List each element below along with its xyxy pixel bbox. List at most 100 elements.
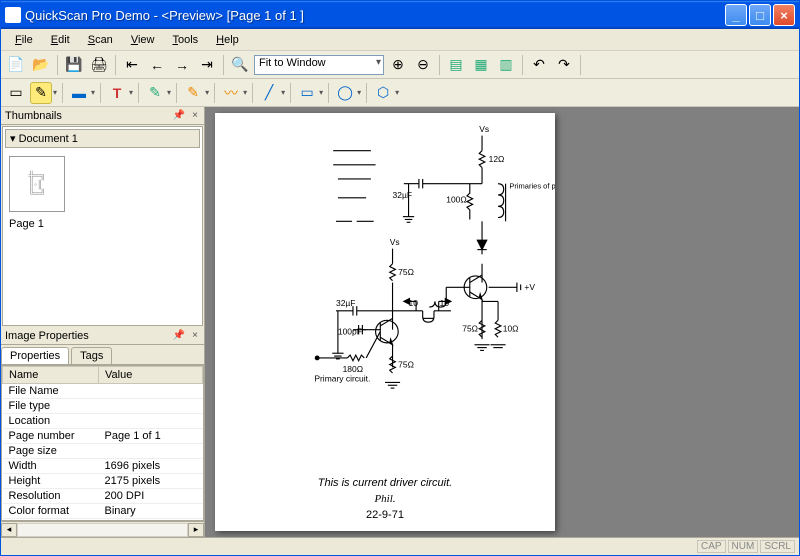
window-title: QuickScan Pro Demo - <Preview> [Page 1 o… — [25, 8, 725, 23]
page-view2-icon[interactable]: ▦ — [470, 54, 492, 76]
pencil-green-icon[interactable]: ✎ — [144, 82, 166, 104]
menu-edit[interactable]: Edit — [43, 32, 78, 48]
svg-text:10Ω: 10Ω — [503, 324, 519, 334]
menu-tools[interactable]: Tools — [164, 32, 206, 48]
app-icon — [5, 7, 21, 23]
zoom-combo[interactable]: Fit to Window — [254, 55, 384, 75]
svg-text:Vs: Vs — [479, 124, 489, 134]
property-row[interactable]: File Name — [3, 384, 203, 399]
svg-text:Primaries of pulse transformer: Primaries of pulse transformers in H.V. … — [509, 181, 555, 190]
scroll-track[interactable] — [17, 523, 188, 537]
freehand-icon[interactable]: 〰 — [220, 82, 242, 104]
page-view-icon[interactable]: ▤ — [445, 54, 467, 76]
separator — [252, 83, 253, 103]
left-panel: Thumbnails 📌 × ▾ Document 1 ╬═╗║◦║╚═╝ Pa… — [1, 107, 205, 537]
document-viewer[interactable]: Vs 12Ω Primaries of pulse transformers i… — [205, 107, 799, 537]
menu-scan[interactable]: Scan — [80, 32, 121, 48]
circuit-diagram: Vs 12Ω Primaries of pulse transformers i… — [215, 113, 555, 471]
separator — [115, 55, 116, 75]
polygon-icon[interactable]: ⬡ — [372, 82, 394, 104]
svg-text:100Ω: 100Ω — [446, 195, 466, 205]
window-buttons: _ □ × — [725, 4, 795, 26]
caption-line: This is current driver circuit. — [215, 477, 555, 489]
svg-text:Vs: Vs — [390, 237, 400, 247]
zoom-tool-icon[interactable]: 🔍 — [229, 54, 251, 76]
property-row[interactable]: File type — [3, 399, 203, 414]
rotate-right-icon[interactable]: ↷ — [553, 54, 575, 76]
forward-icon[interactable]: → — [171, 54, 193, 76]
separator — [290, 83, 291, 103]
separator — [580, 55, 581, 75]
close-button[interactable]: × — [773, 4, 795, 26]
menu-help[interactable]: Help — [208, 32, 247, 48]
properties-pane: Properties Tags Name Value File NameFile… — [1, 345, 204, 537]
svg-text:12Ω: 12Ω — [489, 154, 505, 164]
scroll-left-icon[interactable]: ◂ — [1, 523, 17, 537]
status-cap: CAP — [697, 540, 726, 553]
status-num: NUM — [728, 540, 759, 553]
doc-date: 22-9-71 — [215, 509, 555, 521]
property-row[interactable]: Width1696 pixels — [3, 459, 203, 474]
text-tool-icon[interactable]: T — [106, 82, 128, 104]
properties-grid[interactable]: Name Value File NameFile typeLocationPag… — [1, 365, 204, 521]
print-icon[interactable]: 🖨 — [88, 54, 110, 76]
highlight-icon[interactable]: ▬ — [68, 82, 90, 104]
tab-properties[interactable]: Properties — [1, 347, 69, 364]
new-scan-icon[interactable]: 📄 — [5, 54, 27, 76]
scan-icon[interactable]: 📂 — [30, 54, 52, 76]
col-value[interactable]: Value — [99, 367, 203, 384]
status-scrl: SCRL — [760, 540, 795, 553]
property-row[interactable]: Resolution200 DPI — [3, 489, 203, 504]
property-row[interactable]: Color formatBinary — [3, 504, 203, 519]
page-view3-icon[interactable]: ▥ — [495, 54, 517, 76]
zoom-out-icon[interactable]: ⊖ — [412, 54, 434, 76]
save-icon[interactable]: 💾 — [63, 54, 85, 76]
scanned-page: Vs 12Ω Primaries of pulse transformers i… — [215, 113, 555, 531]
separator — [62, 83, 63, 103]
pane-controls[interactable]: 📌 × — [173, 330, 200, 341]
document-node[interactable]: ▾ Document 1 — [5, 129, 200, 148]
content-area: Thumbnails 📌 × ▾ Document 1 ╬═╗║◦║╚═╝ Pa… — [1, 107, 799, 537]
line-icon[interactable]: ╱ — [258, 82, 280, 104]
properties-header: Image Properties 📌 × — [1, 327, 204, 345]
pane-controls[interactable]: 📌 × — [173, 110, 200, 121]
titlebar: QuickScan Pro Demo - <Preview> [Page 1 o… — [1, 1, 799, 29]
ellipse-icon[interactable]: ◯ — [334, 82, 356, 104]
svg-text:Primary circuit.: Primary circuit. — [314, 374, 370, 384]
separator — [366, 83, 367, 103]
tab-tags[interactable]: Tags — [71, 347, 112, 364]
properties-tabs: Properties Tags — [1, 345, 204, 365]
property-row[interactable]: Page numberPage 1 of 1 — [3, 429, 203, 444]
property-row[interactable]: Height2175 pixels — [3, 474, 203, 489]
separator — [57, 55, 58, 75]
toolbar-main: 📄 📂 💾 🖨 ⇤ ← → ⇥ 🔍 Fit to Window ⊕ ⊖ ▤ ▦ … — [1, 51, 799, 79]
prev-page-icon[interactable]: ⇤ — [121, 54, 143, 76]
select-icon[interactable]: ▭ — [5, 82, 27, 104]
rect-icon[interactable]: ▭ — [296, 82, 318, 104]
scroll-right-icon[interactable]: ▸ — [188, 523, 204, 537]
maximize-button[interactable]: □ — [749, 4, 771, 26]
separator — [214, 83, 215, 103]
zoom-in-icon[interactable]: ⊕ — [387, 54, 409, 76]
page-thumbnail[interactable]: ╬═╗║◦║╚═╝ — [9, 156, 65, 212]
col-name[interactable]: Name — [3, 367, 99, 384]
horizontal-scrollbar[interactable]: ◂ ▸ — [1, 521, 204, 537]
pencil-orange-icon[interactable]: ✎ — [182, 82, 204, 104]
thumbnails-pane: ▾ Document 1 ╬═╗║◦║╚═╝ Page 1 — [2, 126, 203, 326]
property-row[interactable]: Page size — [3, 444, 203, 459]
property-row[interactable]: Location — [3, 414, 203, 429]
separator — [522, 55, 523, 75]
menu-file[interactable]: File — [7, 32, 41, 48]
svg-text:+V: +V — [524, 282, 535, 292]
thumbnails-title: Thumbnails — [5, 110, 62, 122]
svg-text:75Ω: 75Ω — [398, 359, 414, 369]
next-page-icon[interactable]: ⇥ — [196, 54, 218, 76]
menu-view[interactable]: View — [123, 32, 163, 48]
svg-text:32µF: 32µF — [336, 298, 355, 308]
rotate-left-icon[interactable]: ↶ — [528, 54, 550, 76]
back-icon[interactable]: ← — [146, 54, 168, 76]
minimize-button[interactable]: _ — [725, 4, 747, 26]
signature: Phil. — [215, 493, 555, 505]
separator — [223, 55, 224, 75]
sticky-note-icon[interactable]: ✎ — [30, 82, 52, 104]
